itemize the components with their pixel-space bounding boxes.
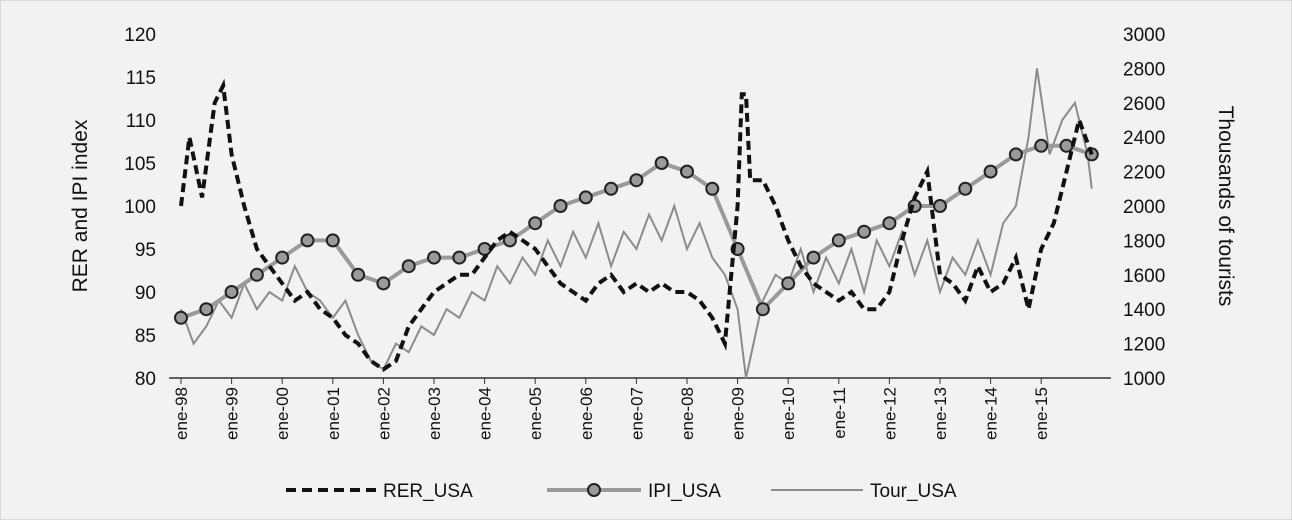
y-left-tick-label: 120 bbox=[124, 25, 156, 46]
y-right-tick-label: 2600 bbox=[1123, 94, 1165, 115]
x-tick-label: ene-09 bbox=[729, 387, 748, 440]
legend-label-rer: RER_USA bbox=[383, 481, 473, 502]
series-point-ipi-usa bbox=[755, 302, 770, 317]
series-point-ipi-usa bbox=[376, 276, 391, 291]
series-point-ipi-usa bbox=[1008, 147, 1023, 162]
series-line-rer-usa bbox=[179, 78, 1094, 372]
y-left-tick-label: 80 bbox=[135, 369, 156, 390]
series-point-ipi-usa bbox=[629, 173, 644, 188]
x-tick-label: ene-12 bbox=[880, 387, 899, 440]
x-tick-label: ene-11 bbox=[830, 387, 849, 439]
series-point-ipi-usa bbox=[199, 302, 214, 317]
legend: RER_USA IPI_USA Tour_USA bbox=[286, 481, 957, 502]
y-left-tick-label: 100 bbox=[124, 197, 156, 218]
legend-label-tour: Tour_USA bbox=[870, 481, 957, 502]
series-point-ipi-usa bbox=[249, 267, 264, 282]
y-left-tick-label: 115 bbox=[126, 68, 156, 89]
y-right-tick-label: 3000 bbox=[1123, 25, 1165, 46]
series-point-ipi-usa bbox=[502, 233, 517, 248]
series-point-ipi-usa bbox=[1059, 138, 1074, 153]
legend-label-ipi: IPI_USA bbox=[648, 481, 721, 502]
y-right-tick-label: 1200 bbox=[1123, 335, 1165, 356]
series-point-ipi-usa bbox=[300, 233, 315, 248]
x-tick-label: ene-98 bbox=[172, 387, 191, 440]
series-line-tour-usa bbox=[180, 68, 1093, 379]
x-tick-label: ene-04 bbox=[476, 387, 495, 440]
y-right-tick-label: 2400 bbox=[1123, 128, 1165, 149]
series-point-ipi-usa bbox=[781, 276, 796, 291]
x-tick-label: ene-05 bbox=[526, 387, 545, 440]
y-right-tick-label: 1600 bbox=[1123, 266, 1165, 287]
x-tick-label: ene-13 bbox=[931, 387, 950, 440]
y-left-tick-label: 85 bbox=[135, 326, 156, 347]
series-point-ipi-usa bbox=[654, 156, 669, 170]
y-left-tick-label: 110 bbox=[126, 111, 156, 132]
series-point-ipi-usa bbox=[1034, 138, 1049, 153]
x-tick-label: ene-00 bbox=[273, 387, 292, 440]
series-point-ipi-usa bbox=[224, 285, 239, 299]
series-point-ipi-usa bbox=[452, 250, 467, 265]
series-line-ipi-usa bbox=[180, 143, 1093, 320]
series-point-ipi-usa bbox=[275, 250, 290, 265]
x-tick-label: ene-15 bbox=[1032, 387, 1051, 440]
x-tick-label: ene-10 bbox=[779, 387, 798, 440]
y-right-tick-label: 1800 bbox=[1123, 231, 1165, 252]
series-point-ipi-usa bbox=[983, 164, 998, 179]
series-point-ipi-usa bbox=[351, 267, 366, 282]
series-point-ipi-usa bbox=[174, 310, 188, 325]
y-left-tick-label: 95 bbox=[135, 240, 156, 261]
series-point-ipi-usa bbox=[426, 250, 441, 265]
series-point-ipi-usa bbox=[932, 199, 947, 213]
series-point-ipi-usa bbox=[831, 233, 846, 248]
x-tick-label: ene-03 bbox=[425, 387, 444, 440]
series-point-ipi-usa bbox=[958, 181, 973, 196]
series-point-ipi-usa bbox=[705, 181, 720, 196]
y-right-axis-title: Thousands of tourists bbox=[1214, 106, 1237, 307]
x-tick-label: ene-02 bbox=[374, 387, 393, 440]
y-right-tick-label: 2000 bbox=[1123, 197, 1165, 218]
series-point-ipi-usa bbox=[806, 250, 821, 265]
series-point-ipi-usa bbox=[578, 190, 593, 205]
y-right-tick-label: 1400 bbox=[1123, 300, 1165, 321]
series-point-ipi-usa bbox=[325, 233, 340, 248]
y-left-tick-label: 105 bbox=[124, 154, 156, 175]
series-point-ipi-usa bbox=[882, 216, 897, 231]
x-tick-label: ene-06 bbox=[577, 387, 596, 440]
series-point-ipi-usa bbox=[553, 199, 568, 213]
x-tick-label: ene-01 bbox=[324, 387, 343, 440]
y-right-tick-label: 2200 bbox=[1123, 163, 1165, 184]
y-right-tick-label: 1000 bbox=[1123, 369, 1165, 390]
series-point-ipi-usa bbox=[528, 216, 543, 231]
legend-marker-ipi bbox=[587, 483, 601, 497]
y-right-tick-label: 2800 bbox=[1123, 59, 1165, 80]
x-tick-label: ene-99 bbox=[223, 387, 242, 440]
x-tick-label: ene-07 bbox=[627, 387, 646, 440]
series-point-ipi-usa bbox=[857, 224, 872, 239]
x-tick-label: ene-14 bbox=[982, 387, 1001, 440]
y-left-axis-title: RER and IPI index bbox=[69, 119, 92, 292]
series-point-ipi-usa bbox=[401, 259, 416, 274]
series-point-ipi-usa bbox=[604, 181, 619, 196]
series-point-ipi-usa bbox=[679, 164, 694, 179]
y-left-tick-label: 90 bbox=[135, 283, 156, 304]
x-tick-label: ene-08 bbox=[678, 387, 697, 440]
